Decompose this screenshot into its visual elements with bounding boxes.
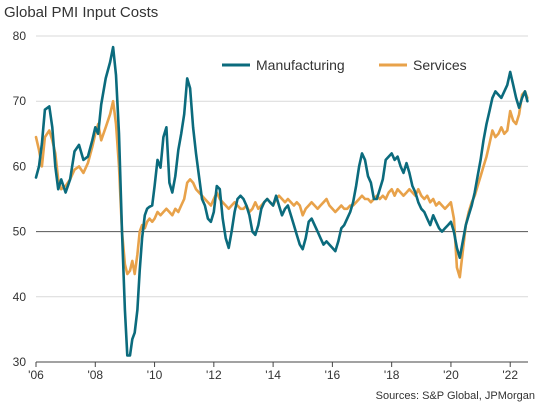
x-tick-label: '16 xyxy=(325,368,341,382)
x-tick-label: '08 xyxy=(87,368,103,382)
x-tick-label: '20 xyxy=(443,368,459,382)
series-line-manufacturing xyxy=(34,45,529,357)
x-tick-label: '10 xyxy=(147,368,163,382)
x-tick-label: '06 xyxy=(28,368,44,382)
legend: Manufacturing Services xyxy=(222,57,467,73)
gridlines xyxy=(36,35,528,363)
y-tick-label: 30 xyxy=(13,355,27,369)
y-tick-label: 60 xyxy=(13,159,27,173)
y-tick-label: 80 xyxy=(13,29,27,43)
chart-title: Global PMI Input Costs xyxy=(4,4,159,21)
x-tick-label: '22 xyxy=(502,368,518,382)
legend-label-services: Services xyxy=(413,57,467,73)
series-line-services xyxy=(34,90,529,279)
y-axis: 30 40 50 60 70 80 xyxy=(13,29,27,369)
y-tick-label: 40 xyxy=(13,290,27,304)
x-tick-label: '18 xyxy=(384,368,400,382)
x-axis: '06 '08 '10 '12 '14 '16 '18 '20 '22 xyxy=(28,362,518,382)
y-tick-label: 70 xyxy=(13,94,27,108)
source-note: Sources: S&P Global, JPMorgan xyxy=(375,390,535,402)
x-tick-label: '14 xyxy=(265,368,281,382)
y-tick-label: 50 xyxy=(13,225,27,239)
series-lines xyxy=(34,45,529,357)
x-tick-label: '12 xyxy=(206,368,222,382)
legend-label-manufacturing: Manufacturing xyxy=(256,57,345,73)
